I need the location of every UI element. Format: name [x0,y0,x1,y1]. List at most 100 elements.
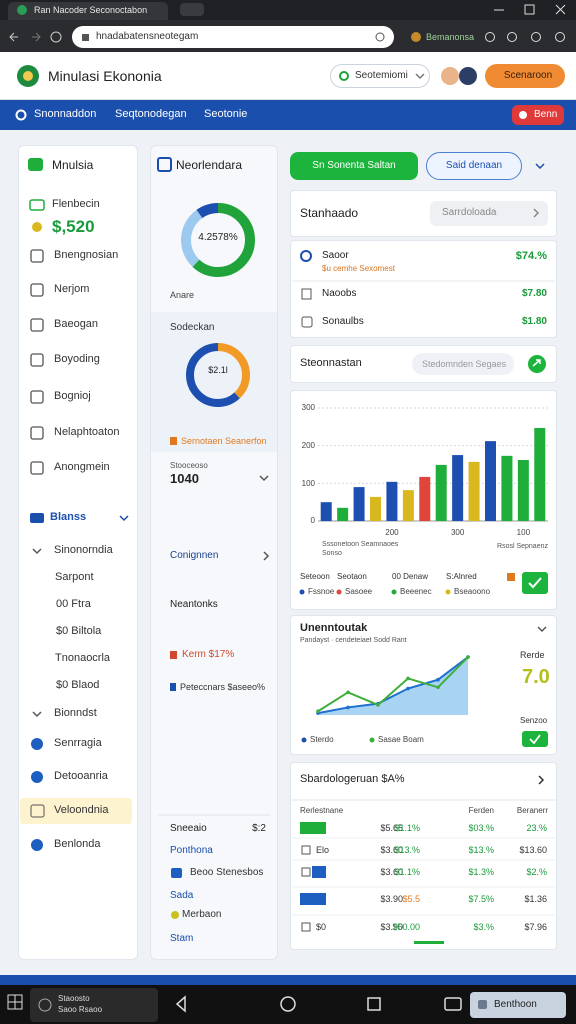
highlight-text: Sernotaen Seanerfon [181,435,267,446]
x-tick-label: 100 [516,528,531,538]
browser-tab[interactable] [8,2,168,20]
menu-item[interactable]: Nelaphtoaton [54,426,120,439]
search-box[interactable] [430,201,548,226]
nav-button-label[interactable]: Benn [534,109,558,120]
legend-label: Bseaoono [454,587,491,597]
card-title: Steonnastan [300,357,362,370]
filter-pill-label: Stedomnden Segaes [422,358,507,369]
table-cell: $1.3% [468,866,494,877]
table-cell: $13.60 [519,844,547,855]
summary-link[interactable]: Conignnen [170,550,219,561]
legend-label: Sasoee [345,587,373,597]
nav-item[interactable]: Seotonie [204,108,248,121]
secondary-button-label[interactable]: Said denaan [445,160,503,171]
submenu-item[interactable]: Veloondnia [54,804,109,817]
filter-pill[interactable] [412,353,514,375]
menu-item[interactable]: Anongmein [54,461,110,474]
menu-item[interactable]: Bognioj [54,390,91,403]
table-cell: $3.90 [380,921,403,932]
bottom-strip [0,975,576,985]
taskbar-button-label[interactable]: Benthoon [494,999,537,1010]
chart-note: Sssonetoon Seamnaoes [322,540,399,548]
table-scroll [414,941,444,944]
submenu-item[interactable]: Senrragia [54,737,102,750]
submenu-item[interactable]: Detooanria [54,770,108,783]
side-label: Rerde [520,649,545,660]
table-cell: $1.36 [524,893,547,904]
url-box[interactable] [72,26,394,48]
table-cell: $1.1% [394,866,420,877]
balance-value: $,520 [52,216,95,236]
side-badge[interactable] [522,731,548,747]
submenu-item[interactable]: Sinonorndia [54,544,113,557]
table-header: Rerlestnane [300,806,344,816]
footer-item[interactable]: Merbaon [182,909,222,920]
row-label: $0 [316,921,327,932]
balance-label: Flenbecin [52,198,100,211]
app-title: Minulasi Ekononia [48,67,162,84]
list-value: $7.80 [521,288,547,299]
list-name: Sonaulbs [322,316,364,327]
card-title: Stanhaado [300,205,359,220]
table-cell: $5.5 [402,893,420,904]
footer-item[interactable]: Sada [170,890,194,901]
menu-item[interactable]: Nerjom [54,283,90,296]
footer-item[interactable]: Ponthona [170,845,213,856]
legend-title: S:Alnred [446,572,477,582]
list-note: $u cemhe Sexomest [322,264,395,274]
submenu-item[interactable]: Sarpont [55,571,94,584]
x-tick-label: 300 [450,528,465,538]
menu-item[interactable]: Bnengnosian [54,249,119,262]
primary-button-label[interactable]: Sn Sonenta Saltan [312,160,396,171]
submenu-item[interactable]: $0 Biltola [56,625,102,638]
footer-value: $:2 [252,823,266,834]
summary-link[interactable]: Neantonks [170,599,218,610]
submenu-item[interactable]: Benlonda [54,838,101,851]
submenu-item[interactable]: Bionndst [54,707,97,720]
table-cell: $3.90 [380,893,403,904]
footer-item[interactable]: Beoo Stenesbos [190,867,264,878]
side-caption: Senzoo [520,716,548,726]
row-label: Elo [316,844,330,855]
table-cell: $1.1% [394,822,420,833]
new-tab[interactable] [180,3,204,16]
nav-button[interactable] [512,105,564,125]
nav-item[interactable]: Snonnaddon [34,108,97,121]
section-title: Sodeckan [170,322,215,333]
legend-title: Seteoon [300,572,330,582]
section-title[interactable]: Blanss [50,511,87,524]
url-text: hnadabatensneotegam [96,31,199,42]
table-cell: $3.% [473,921,494,932]
footer-item[interactable]: Stam [170,933,194,944]
list-name: Saoor [322,250,349,261]
legend-label: Fssnoe [308,587,335,597]
taskbar-app-label: Staoosto [58,994,90,1004]
submenu-item[interactable]: 00 Ftra [56,598,91,611]
primary-button[interactable] [290,152,418,180]
header-button-label[interactable]: Scenaroon [503,70,553,81]
table-cell: $03.% [468,822,494,833]
table-cell: $3.60 [380,844,403,855]
chart-note: Rsosl Sepnaenz [497,542,548,550]
ring-caption: Anare [170,289,195,300]
chart-note: Sonso [322,549,342,557]
chart-action[interactable] [522,572,548,594]
y-tick-label: 300 [301,403,315,413]
legend-label: Sterdo [310,735,334,745]
chevron-icon [535,163,545,170]
table-cell: $3.60 [380,866,403,877]
secondary-button[interactable] [426,152,522,180]
submenu-item[interactable]: $0 Blaod [56,679,100,692]
tab-title: Ran Nacoder Seconoctabon [34,4,148,15]
menu-item[interactable]: Baeogan [54,318,99,331]
side-value: 7.0 [522,666,550,688]
stat-value: 1040 [170,471,199,487]
submenu-item[interactable]: Tnonaocrla [55,652,111,665]
header-button[interactable] [485,64,565,88]
app-header [0,52,576,100]
table-card [290,762,557,950]
menu-item[interactable]: Boyoding [54,353,100,366]
nav-item[interactable]: Seqtonodegan [115,108,187,121]
table-cell: $5.65 [380,822,403,833]
